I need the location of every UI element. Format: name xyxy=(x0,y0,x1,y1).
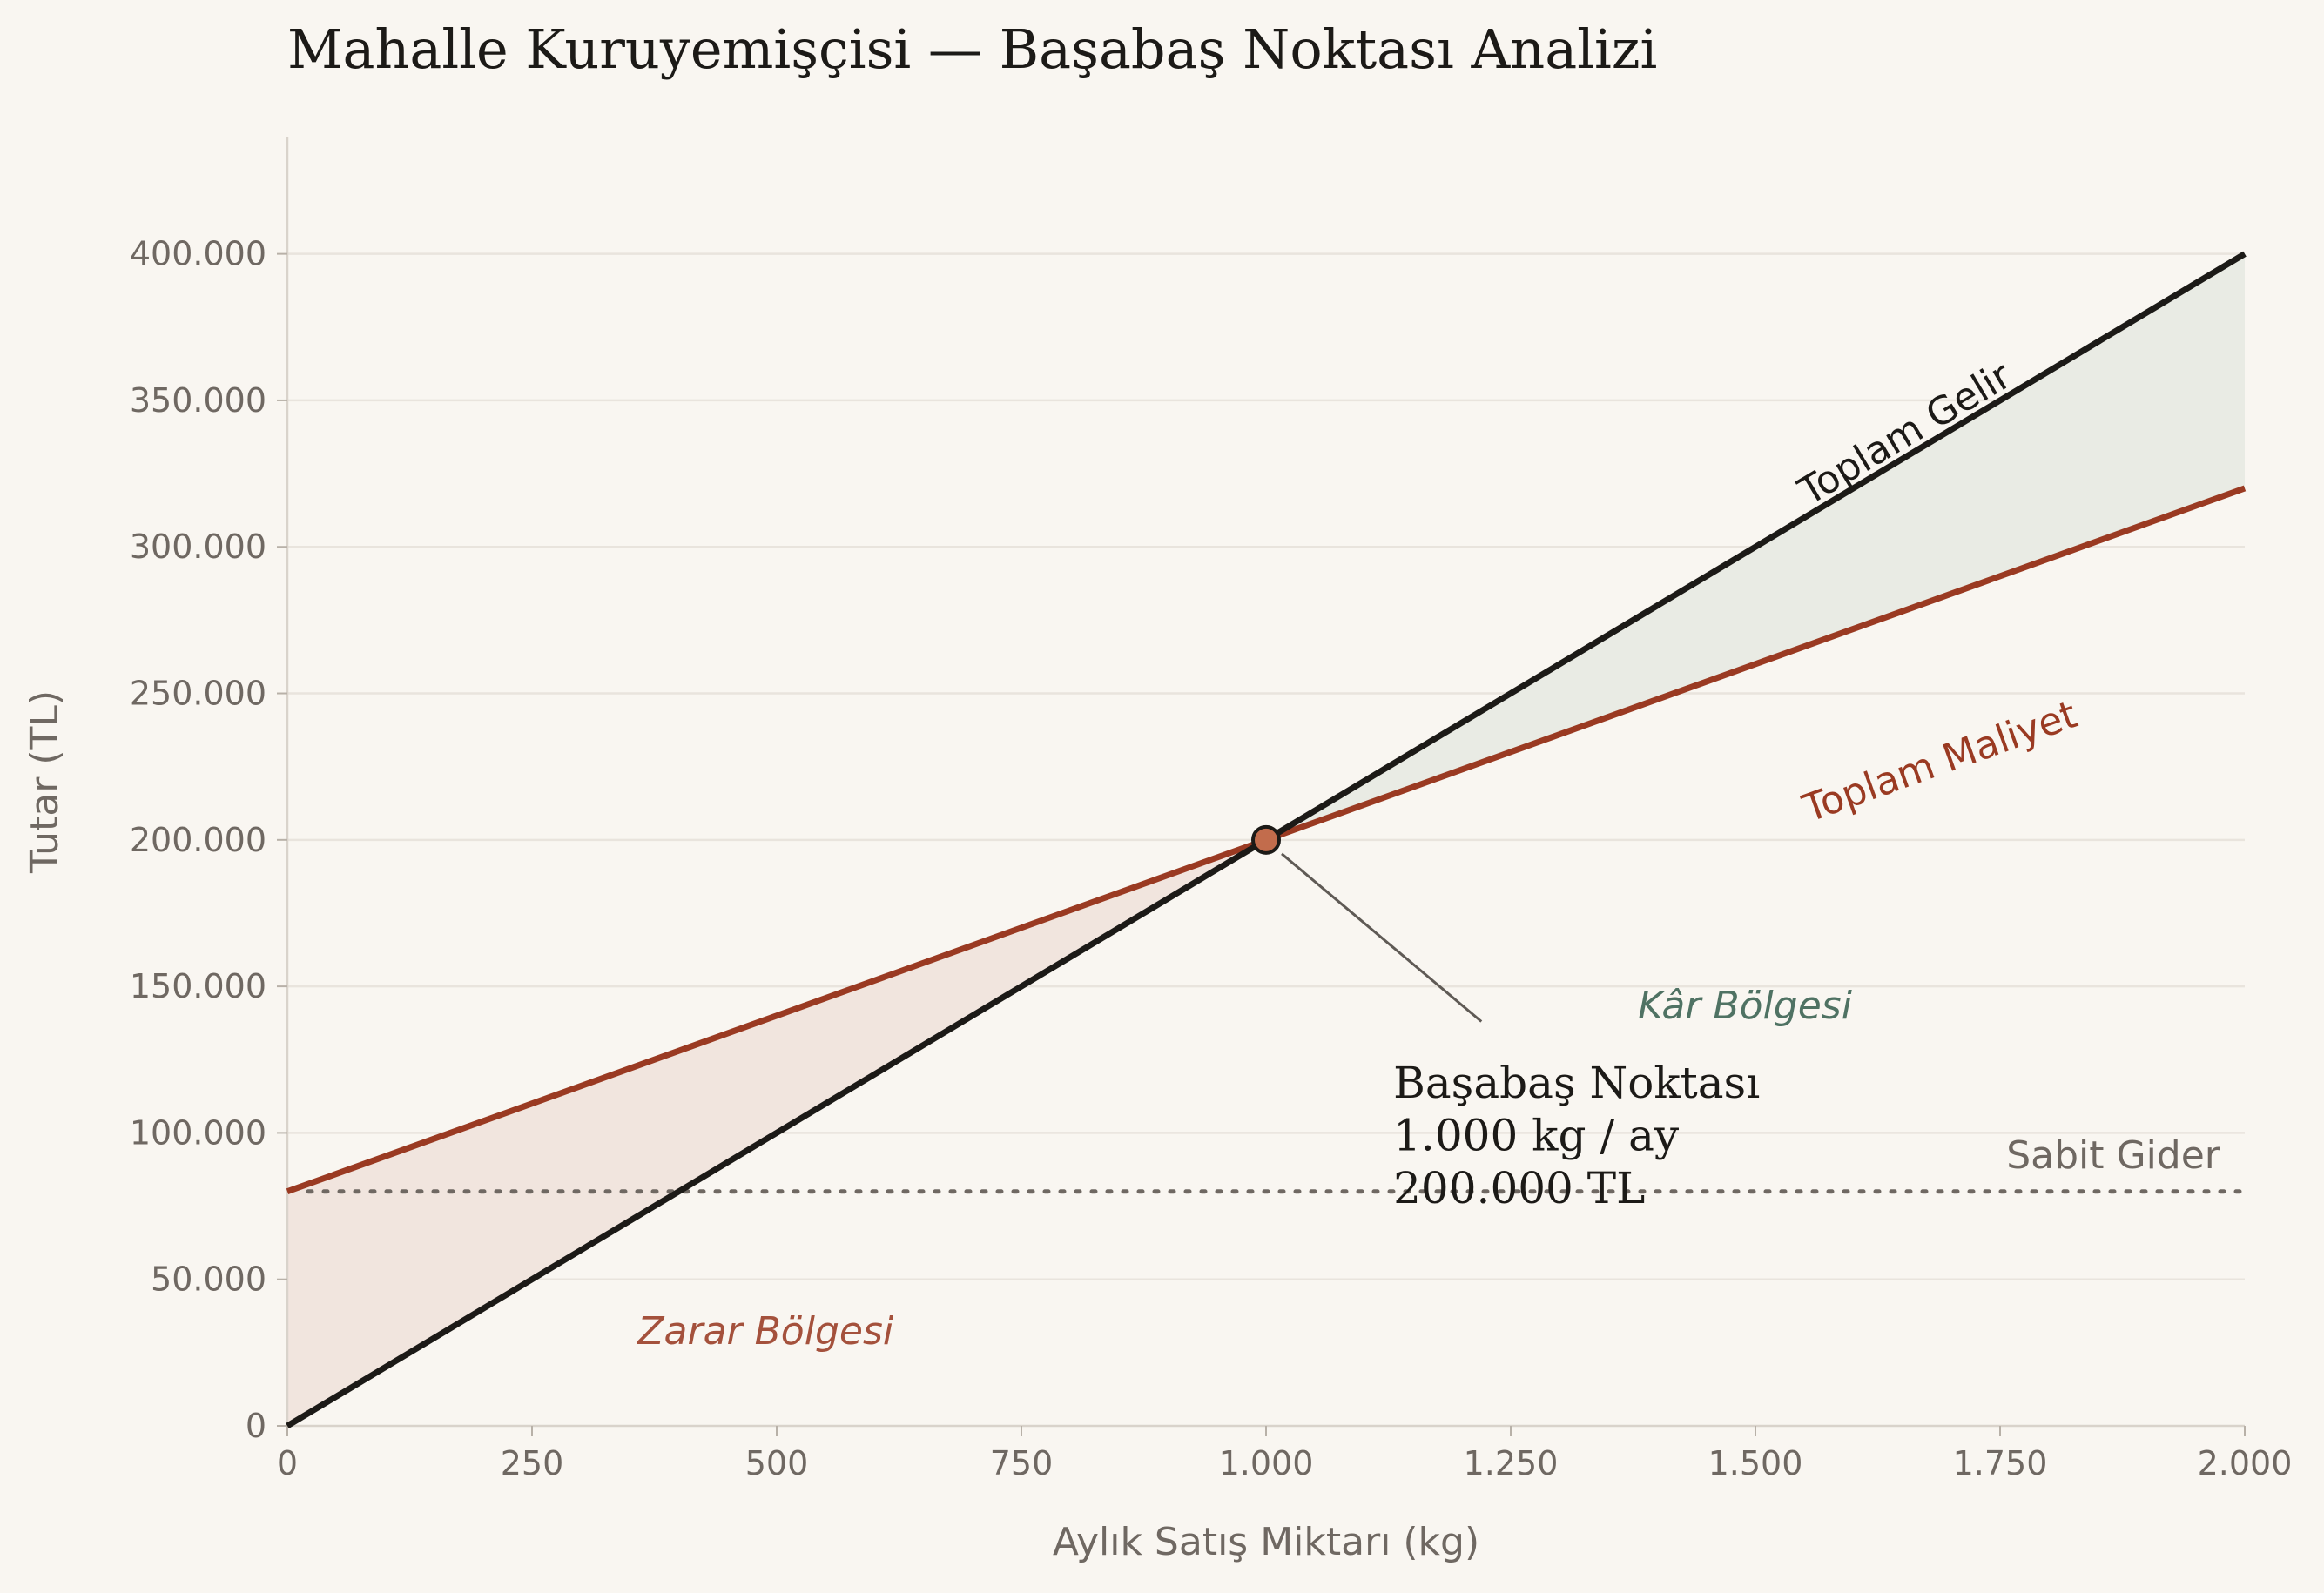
y-tick-label: 350.000 xyxy=(130,381,266,420)
breakeven-leader-line xyxy=(1281,852,1483,1023)
series-label-sabit-gider: Sabit Gider xyxy=(2006,1133,2221,1178)
x-tick-label: 0 xyxy=(277,1444,298,1482)
y-axis-label: Tutar (TL) xyxy=(23,690,67,874)
x-tick-label: 1.500 xyxy=(1708,1444,1803,1482)
breakeven-annotation-quantity: 1.000 kg / ay xyxy=(1393,1111,1680,1161)
y-tick-label: 100.000 xyxy=(130,1113,266,1152)
y-tick-label: 300.000 xyxy=(130,528,266,566)
x-tick-label: 250 xyxy=(501,1444,564,1482)
chart-title: Mahalle Kuruyemişçisi — Başabaş Noktası … xyxy=(287,17,1657,81)
x-tick-label: 1.000 xyxy=(1219,1444,1314,1482)
x-tick-label: 1.750 xyxy=(1953,1444,2048,1482)
series-label-toplam-maliyet: Toplam Maliyet xyxy=(1796,692,2083,831)
x-axis-label: Aylık Satış Miktarı (kg) xyxy=(1053,1520,1479,1564)
zone-label-kar: Kâr Bölgesi xyxy=(1638,984,1853,1028)
x-tick-label: 500 xyxy=(745,1444,809,1482)
y-tick-label: 400.000 xyxy=(130,235,266,273)
x-tick-label: 1.250 xyxy=(1464,1444,1559,1482)
breakeven-marker xyxy=(1251,824,1281,855)
y-tick-label: 150.000 xyxy=(130,967,266,1005)
y-tick-label: 200.000 xyxy=(130,821,266,859)
y-tick-label: 50.000 xyxy=(151,1260,266,1299)
zone-label-zarar: Zarar Bölgesi xyxy=(637,1309,893,1354)
y-tick-label: 0 xyxy=(246,1407,266,1445)
x-tick-label: 750 xyxy=(990,1444,1054,1482)
x-tick-label: 2.000 xyxy=(2198,1444,2293,1482)
y-tick-label: 250.000 xyxy=(130,675,266,713)
breakeven-annotation-amount: 200.000 TL xyxy=(1393,1163,1645,1213)
axis-ticks: 0 50.000 100.000 150.000 200.000 250.000 300.0… xyxy=(130,235,2293,1482)
breakeven-annotation-title: Başabaş Noktası xyxy=(1393,1058,1760,1108)
